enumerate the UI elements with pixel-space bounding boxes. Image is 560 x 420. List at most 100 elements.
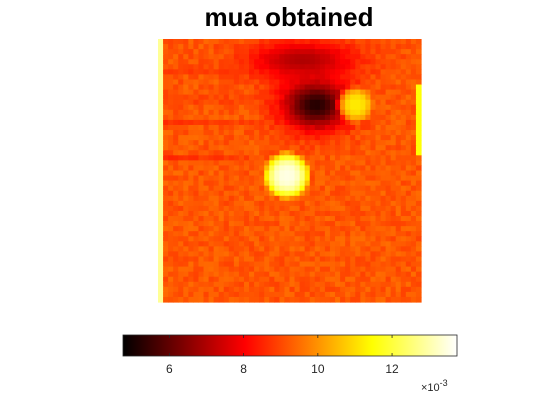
heatmap-cell (193, 205, 200, 212)
heatmap-cell (203, 256, 210, 263)
heatmap-cell (335, 124, 341, 131)
heatmap-cell (228, 150, 235, 156)
heatmap-cell (335, 170, 341, 177)
heatmap-cell (198, 200, 205, 207)
heatmap-cell (314, 241, 321, 247)
heatmap-cell (279, 99, 286, 106)
heatmap-cell (415, 251, 422, 258)
heatmap-cell (340, 266, 346, 273)
heatmap-cell (314, 271, 321, 278)
heatmap-cell (249, 44, 255, 50)
heatmap-cell (329, 114, 336, 121)
heatmap-cell (340, 64, 346, 70)
heatmap-cell (279, 195, 286, 202)
heatmap-cell (340, 119, 346, 126)
heatmap-cell (218, 286, 225, 293)
heatmap-cell (299, 236, 306, 242)
heatmap-cell (168, 256, 174, 263)
heatmap-cell (208, 130, 215, 136)
heatmap-cell (243, 256, 250, 263)
heatmap-cell (228, 74, 235, 81)
heatmap-cell (188, 119, 195, 126)
heatmap-cell (158, 175, 164, 182)
heatmap-cell (355, 175, 361, 182)
heatmap-cell (340, 251, 346, 258)
heatmap-cell (314, 165, 321, 172)
heatmap-cell (309, 246, 316, 253)
heatmap-cell (178, 39, 184, 45)
heatmap-cell (324, 210, 331, 217)
heatmap-cell (360, 54, 366, 60)
heatmap-cell (329, 69, 336, 76)
heatmap-cell (183, 44, 189, 50)
heatmap-cell (400, 256, 407, 263)
heatmap-cell (309, 271, 316, 278)
heatmap-cell (158, 49, 164, 55)
heatmap-cell (309, 180, 316, 187)
heatmap-cell (309, 130, 316, 136)
heatmap-cell (223, 236, 230, 242)
heatmap-cell (299, 59, 306, 65)
heatmap-cell (243, 140, 250, 146)
heatmap-cell (274, 210, 280, 217)
heatmap-cell (213, 59, 220, 65)
heatmap-cell (360, 94, 366, 101)
heatmap-cell (243, 64, 250, 70)
heatmap-cell (193, 69, 200, 76)
heatmap-cell (193, 266, 200, 273)
heatmap-cell (168, 49, 174, 55)
heatmap-cell (405, 59, 412, 65)
heatmap-cell (193, 89, 200, 96)
heatmap-cell (259, 119, 265, 126)
heatmap-cell (355, 170, 361, 177)
heatmap-cell (264, 286, 270, 293)
heatmap-cell (183, 276, 189, 283)
heatmap-cell (178, 291, 184, 298)
heatmap-cell (319, 180, 326, 187)
heatmap-cell (299, 210, 306, 217)
heatmap-cell (360, 64, 366, 70)
heatmap-cell (228, 200, 235, 207)
heatmap-cell (259, 216, 265, 222)
heatmap-cell (233, 109, 240, 116)
heatmap-cell (208, 256, 215, 263)
heatmap-cell (168, 69, 174, 76)
heatmap-cell (390, 180, 397, 187)
heatmap-cell (335, 266, 341, 273)
heatmap-cell (360, 200, 366, 207)
heatmap-cell (259, 74, 265, 81)
colorbar-exponent-power: -3 (440, 378, 448, 388)
heatmap-cell (188, 231, 195, 237)
heatmap-cell (375, 251, 382, 258)
heatmap-cell (238, 180, 245, 187)
heatmap-cell (350, 241, 356, 247)
heatmap-cell (405, 104, 412, 111)
heatmap-cell (365, 266, 372, 273)
heatmap-cell (198, 185, 205, 192)
heatmap-cell (340, 175, 346, 182)
heatmap-cell (314, 216, 321, 222)
heatmap-cell (158, 241, 164, 247)
heatmap-cell (228, 205, 235, 212)
heatmap-cell (324, 155, 331, 161)
heatmap-cell (183, 69, 189, 76)
heatmap-cell (173, 135, 179, 141)
heatmap-cell (284, 246, 291, 253)
heatmap-cell (375, 226, 382, 232)
heatmap-cell (304, 221, 311, 227)
heatmap-cell (188, 150, 195, 156)
heatmap-cell (410, 44, 417, 50)
heatmap-cell (309, 140, 316, 146)
heatmap-cell (355, 216, 361, 222)
colorbar-tick-label: 8 (240, 362, 247, 376)
heatmap-cell (385, 135, 392, 141)
heatmap-cell (173, 180, 179, 187)
heatmap-cell (395, 109, 402, 116)
heatmap-cell (198, 69, 205, 76)
heatmap-cell (163, 150, 169, 156)
heatmap-cell (335, 54, 341, 60)
heatmap-cell (269, 69, 275, 76)
heatmap-cell (309, 170, 316, 177)
heatmap-cell (390, 84, 397, 91)
heatmap-cell (243, 39, 250, 45)
